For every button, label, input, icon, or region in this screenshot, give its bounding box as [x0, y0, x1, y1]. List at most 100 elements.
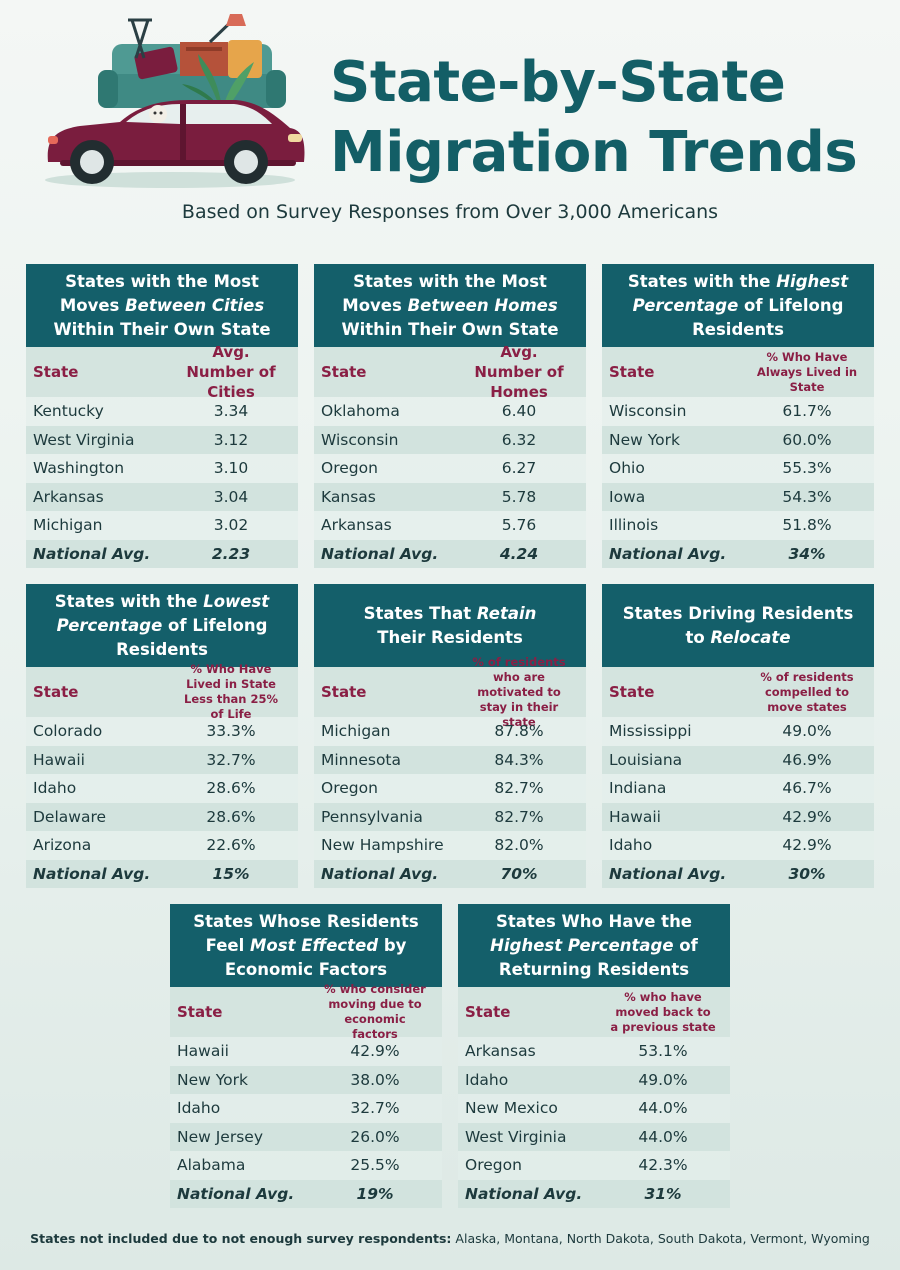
state-cell: Kentucky [33, 402, 104, 421]
state-column-header: State [465, 1003, 511, 1021]
value-cell: 49.0% [638, 1070, 688, 1089]
cushion [228, 40, 262, 78]
value-cell: 46.9% [782, 750, 832, 769]
table-title-segment: Between Homes [407, 295, 558, 315]
value-cell: 6.40 [501, 402, 537, 421]
table-title-segment: of [673, 935, 698, 955]
value-column-header: % of residents compelled to move states [760, 669, 854, 714]
state-cell: Indiana [609, 779, 667, 798]
table-row: Oregon 82.7% [314, 774, 586, 803]
state-cell: Washington [33, 459, 125, 478]
value-cell: 3.02 [213, 516, 249, 535]
state-cell: Hawaii [33, 750, 85, 769]
value-cell: 42.3% [638, 1156, 688, 1175]
state-cell: Kansas [321, 487, 376, 506]
value-cell: 6.27 [501, 459, 537, 478]
chair [128, 18, 152, 59]
value-cell: 46.7% [782, 779, 832, 798]
national-average-value: 15% [212, 864, 250, 883]
state-cell: Mississippi [609, 722, 692, 741]
state-cell: Idaho [609, 836, 653, 855]
table-title: States with the Most Moves Between Cities… [26, 264, 298, 347]
table-row: Hawaii 32.7% [26, 745, 298, 774]
stats-table: States That Retain Their Residents State% … [314, 584, 586, 888]
value-cell: 49.0% [782, 722, 832, 741]
table-title-line: Returning Residents [499, 958, 689, 982]
stats-table: States Driving Residents to Relocate State… [602, 584, 874, 888]
table-row: Mississippi 49.0% [602, 717, 874, 746]
footnote: States not included due to not enough su… [0, 1231, 900, 1246]
value-cell: 28.6% [206, 807, 256, 826]
column-header-row: State % who consider moving due to econom… [170, 982, 442, 1041]
footnote-text: Alaska, Montana, North Dakota, South Dak… [455, 1231, 870, 1246]
page-title: State-by-State Migration Trends [330, 48, 870, 188]
table-row: New Mexico 44.0% [458, 1094, 730, 1123]
table-row: New Jersey 26.0% [170, 1122, 442, 1151]
table-title-line: States with the Most [65, 270, 259, 294]
national-average-value: 34% [788, 544, 826, 563]
dog [149, 105, 167, 123]
table-title-segment: Percentage [56, 615, 163, 635]
state-column-header: State [33, 363, 79, 381]
value-cell: 54.3% [782, 487, 832, 506]
table-title-line: Moves Between Cities [60, 294, 264, 318]
state-column-header: State [321, 363, 367, 381]
table-title: States Who Have the Highest Percentage of… [458, 904, 730, 987]
state-column-header: State [321, 683, 367, 701]
table-row: West Virginia 3.12 [26, 425, 298, 454]
table-title: States Driving Residents to Relocate [602, 584, 874, 667]
table-title-segment: States with the [54, 591, 204, 611]
national-average-row: National Avg. 2.23 [26, 539, 298, 568]
column-header-row: State % Who Have Always Lived in State [602, 347, 874, 397]
national-average-row: National Avg. 70% [314, 859, 586, 888]
state-cell: Michigan [321, 722, 391, 741]
table-title-line: Residents [692, 318, 784, 342]
value-cell: 28.6% [206, 779, 256, 798]
table-title-line: States with the Lowest [55, 590, 269, 614]
state-column-header: State [33, 683, 79, 701]
national-average-value: 30% [788, 864, 826, 883]
value-cell: 3.04 [213, 487, 249, 506]
table-title-segment: Within Their Own State [341, 319, 559, 339]
table-title-segment: Lowest [203, 591, 270, 611]
table-title-segment: States Whose Residents [193, 911, 419, 931]
value-cell: 42.9% [782, 836, 832, 855]
table-row: Arkansas 3.04 [26, 482, 298, 511]
table-row: Michigan 87.8% [314, 717, 586, 746]
national-average-label: National Avg. [177, 1184, 295, 1203]
table-title-segment: Highest Percentage [490, 935, 674, 955]
table-title: States with the Highest Percentage of Lif… [602, 264, 874, 347]
state-cell: Idaho [177, 1099, 221, 1118]
state-cell: Wisconsin [609, 402, 687, 421]
national-average-value: 19% [356, 1184, 394, 1203]
table-row: Kentucky 3.34 [26, 397, 298, 426]
state-cell: New York [609, 430, 680, 449]
state-column-header: State [177, 1003, 223, 1021]
state-cell: Minnesota [321, 750, 401, 769]
table-row: Louisiana 46.9% [602, 745, 874, 774]
table-title-segment: Relocate [710, 627, 791, 647]
table-row: Arkansas 53.1% [458, 1037, 730, 1066]
value-cell: 42.9% [782, 807, 832, 826]
table-title-line: States Driving Residents [623, 602, 854, 626]
table-row: Minnesota 84.3% [314, 745, 586, 774]
table-title-segment: Returning Residents [498, 959, 690, 979]
table-title-line: Percentage of Lifelong [57, 614, 268, 638]
value-cell: 5.78 [501, 487, 537, 506]
table-title-line: Residents [116, 638, 208, 662]
table-row: Hawaii 42.9% [170, 1037, 442, 1066]
national-average-value: 4.24 [499, 544, 539, 563]
value-cell: 6.32 [501, 430, 537, 449]
national-average-row: National Avg. 31% [458, 1179, 730, 1208]
table-title-segment: States Who Have the [495, 911, 693, 931]
table-row: Washington 3.10 [26, 454, 298, 483]
value-cell: 55.3% [782, 459, 832, 478]
car-illustration [45, 14, 305, 188]
state-cell: New Mexico [465, 1099, 558, 1118]
table-row: Ohio 55.3% [602, 454, 874, 483]
table-title-segment: Their Residents [377, 627, 523, 647]
table-title-segment: Retain [476, 603, 537, 623]
table-row: Wisconsin 6.32 [314, 425, 586, 454]
table-row: Michigan 3.02 [26, 511, 298, 540]
table-title-line: Within Their Own State [53, 318, 270, 342]
